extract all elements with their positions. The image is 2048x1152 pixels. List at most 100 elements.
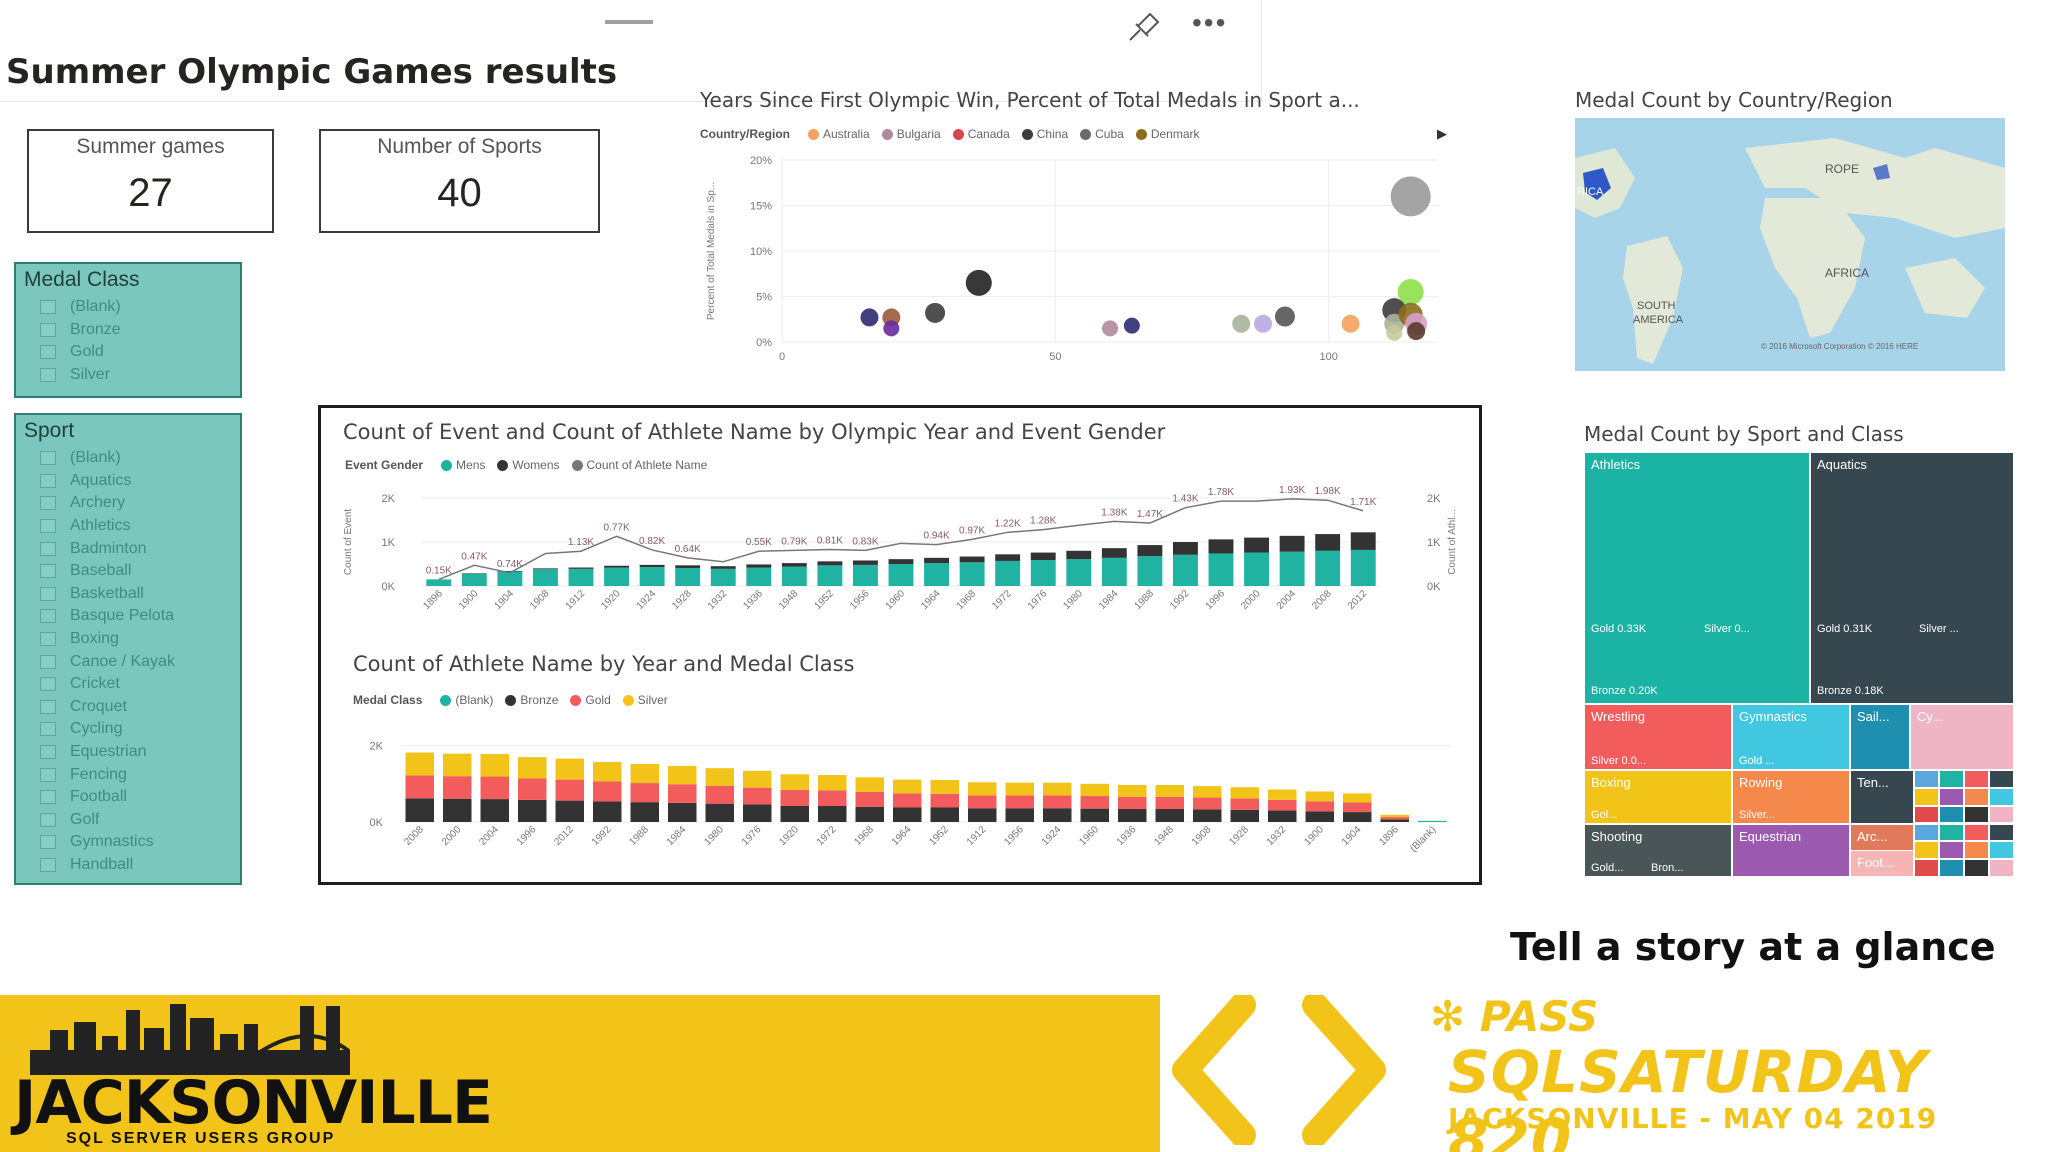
legend-item[interactable]: Bronze [505,693,558,707]
checkbox-icon[interactable] [40,654,56,669]
checkbox-icon[interactable] [40,541,56,556]
slicer-option[interactable]: Basque Pelota [22,605,234,628]
treemap-tile[interactable]: Sail... [1850,704,1910,770]
treemap-mini-tile[interactable] [1989,823,2014,842]
treemap-mini-tile[interactable] [1939,859,1964,877]
medal-class-slicer[interactable]: Medal Class (Blank) Bronze Gold Silver [14,262,242,398]
legend-item[interactable]: Count of Athlete Name [571,458,707,472]
more-options-icon[interactable]: ••• [1192,7,1228,38]
slicer-option[interactable]: Equestrian [22,741,234,764]
checkbox-icon[interactable] [40,496,56,511]
treemap-tile[interactable]: Gymnastics Gold ... [1732,704,1850,770]
slicer-option[interactable]: Silver [22,364,234,387]
treemap-mini-tile[interactable] [1989,770,2014,788]
slicer-option[interactable]: Cycling [22,718,234,741]
treemap-tile[interactable]: Equestrian [1732,824,1850,877]
checkbox-icon[interactable] [40,322,56,337]
checkbox-icon[interactable] [40,812,56,827]
checkbox-icon[interactable] [40,564,56,579]
treemap-mini-tile[interactable] [1964,770,1989,788]
checkbox-icon[interactable] [40,609,56,624]
legend-item[interactable]: Bulgaria [881,127,941,141]
checkbox-icon[interactable] [40,632,56,647]
legend-item[interactable]: Canada [952,127,1010,141]
slicer-option[interactable]: Basketball [22,583,234,606]
checkbox-icon[interactable] [40,677,56,692]
checkbox-icon[interactable] [40,586,56,601]
treemap-mini-tile[interactable] [1914,823,1939,842]
checkbox-icon[interactable] [40,300,56,315]
treemap-mini-tile[interactable] [1989,841,2014,860]
treemap-mini-tile[interactable] [1939,770,1964,788]
treemap-mini-tile[interactable] [1989,805,2014,824]
checkbox-icon[interactable] [40,857,56,872]
world-map[interactable]: ROPE RICA SOUTH AMERICA AFRICA © 2016 Mi… [1575,118,2005,371]
legend-item[interactable]: China [1021,127,1068,141]
checkbox-icon[interactable] [40,835,56,850]
treemap-mini-tile[interactable] [1964,823,1989,842]
pin-icon[interactable] [1120,6,1166,44]
legend-item[interactable]: Australia [808,127,870,141]
treemap-mini-tile[interactable] [1914,805,1939,824]
checkbox-icon[interactable] [40,745,56,760]
checkbox-icon[interactable] [40,345,56,360]
treemap-mini-tile[interactable] [1964,805,1989,824]
treemap-mini-tile[interactable] [1939,841,1964,860]
checkbox-icon[interactable] [40,699,56,714]
treemap-mini-tile[interactable] [1964,859,1989,877]
stacked-bar-chart[interactable]: 0K 2K 2008 2000 2004 1996 2012 1992 1988 1984 1980… [331,728,1471,878]
checkbox-icon[interactable] [40,767,56,782]
slicer-option[interactable]: (Blank) [22,447,234,470]
checkbox-icon[interactable] [40,519,56,534]
slicer-option[interactable]: Gymnastics [22,831,234,854]
slicer-option[interactable]: Athletics [22,515,234,538]
combo-chart[interactable]: 0K 0K 1K 1K 2K 2K Count of Event Count of Athl.… [331,474,1471,624]
treemap-tile[interactable]: Boxing Gol... [1584,770,1732,824]
legend-next-icon[interactable]: ▶ [1437,126,1447,141]
treemap-mini-tile[interactable] [1939,805,1964,824]
checkbox-icon[interactable] [40,368,56,383]
checkbox-icon[interactable] [40,722,56,737]
slicer-option[interactable]: Gold [22,341,234,364]
scatter-chart[interactable]: 0% 5% 10% 15% 20% 0 50 100 Percent of Total Meda… [700,146,1450,368]
treemap-mini-tile[interactable] [1914,770,1939,788]
sport-slicer[interactable]: Sport (Blank) Aquatics Archery Athletics Bad… [14,413,242,885]
treemap-tile[interactable]: Cy... [1910,704,2014,770]
summer-games-card[interactable]: Summer games 27 [27,129,274,233]
treemap-tile[interactable]: Rowing Silver... [1732,770,1850,824]
treemap-mini-tile[interactable] [1989,859,2014,877]
slicer-option[interactable]: Badminton [22,537,234,560]
treemap-mini-tile[interactable] [1964,787,1989,806]
slicer-option[interactable]: Bronze [22,319,234,342]
treemap-tile[interactable]: Ten... [1850,770,1914,824]
slicer-option[interactable]: Football [22,786,234,809]
drag-grip-icon[interactable] [605,20,653,24]
slicer-option[interactable]: Croquet [22,696,234,719]
slicer-option[interactable]: Aquatics [22,470,234,493]
legend-item[interactable]: Silver [622,693,668,707]
slicer-option[interactable]: (Blank) [22,296,234,319]
treemap-mini-tile[interactable] [1964,841,1989,860]
slicer-option[interactable]: Boxing [22,628,234,651]
slicer-option[interactable]: Baseball [22,560,234,583]
treemap-mini-tile[interactable] [1989,787,2014,806]
treemap-tile[interactable]: Wrestling Silver 0.0... [1584,704,1732,770]
checkbox-icon[interactable] [40,790,56,805]
treemap-mini-tile[interactable] [1914,841,1939,860]
combo-legend[interactable]: Event Gender Mens Womens Count of Athlete … [345,458,719,472]
legend-item[interactable]: Cuba [1080,127,1124,141]
slicer-option[interactable]: Handball [22,854,234,877]
checkbox-icon[interactable] [40,473,56,488]
slicer-option[interactable]: Golf [22,809,234,832]
treemap-tile[interactable]: Athletics Gold 0.33K Silver 0... Bronze 0.2… [1584,452,1810,704]
treemap-mini-tile[interactable] [1914,859,1939,877]
legend-item[interactable]: Gold [570,693,611,707]
slicer-option[interactable]: Fencing [22,763,234,786]
treemap-chart[interactable]: Athletics Gold 0.33K Silver 0... Bronze 0.2… [1584,452,2014,877]
treemap-tile[interactable]: Foot... [1850,850,1914,877]
slicer-option[interactable]: Cricket [22,673,234,696]
treemap-tile[interactable]: Aquatics Gold 0.31K Silver ... Bronze 0.18K [1810,452,2014,704]
treemap-mini-tile[interactable] [1914,787,1939,806]
treemap-tile[interactable]: Shooting Gold... Bron... [1584,824,1732,877]
slicer-option[interactable]: Archery [22,492,234,515]
